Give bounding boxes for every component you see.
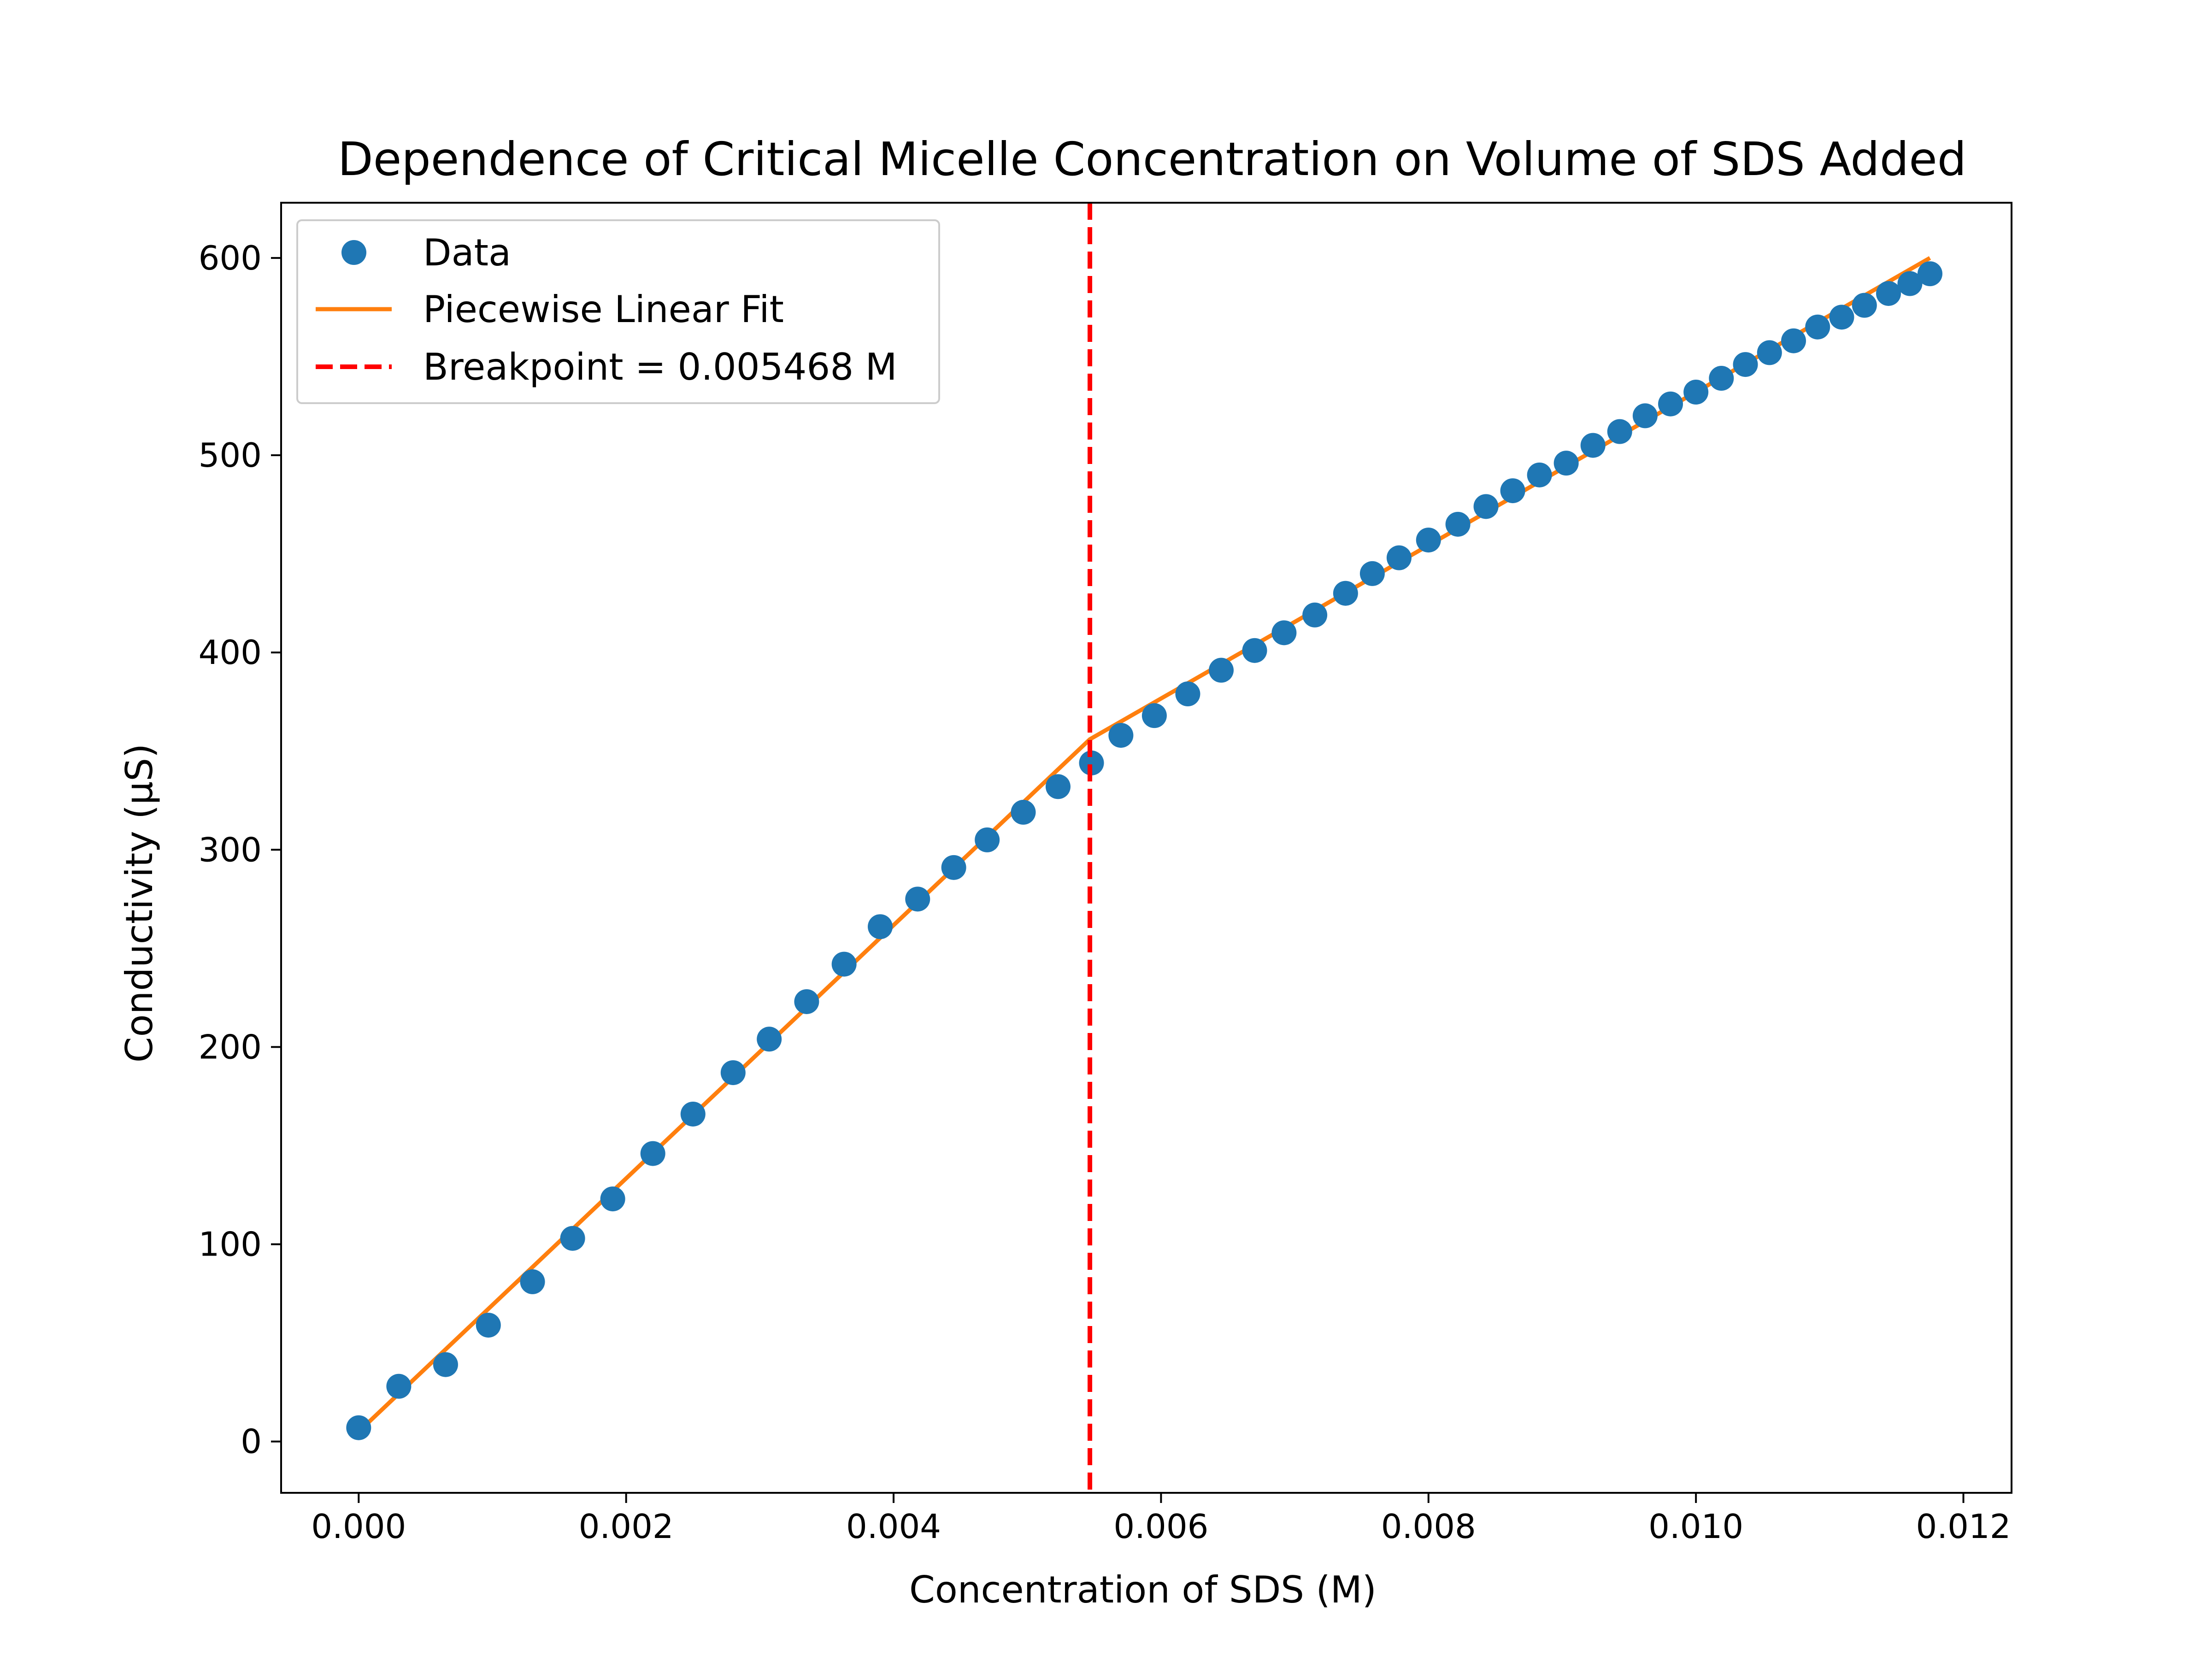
y-tick-label: 100 [199, 1225, 262, 1264]
data-point [1580, 433, 1606, 458]
plot-area: 0.000 0.002 0.004 0.006 0.008 0.010 0.012 0 100 2… [199, 202, 2012, 1546]
legend-marker-data [341, 240, 366, 265]
data-point [1876, 281, 1901, 306]
data-point [1108, 722, 1134, 748]
data-point [1302, 602, 1328, 628]
data-point [640, 1141, 665, 1166]
data-point [1805, 314, 1830, 340]
data-point [1683, 380, 1709, 405]
data-point [433, 1352, 458, 1377]
x-tick-label: 0.004 [846, 1507, 941, 1546]
axes-frame [280, 202, 2012, 1494]
data-point [1445, 511, 1471, 537]
x-tick-label: 0.000 [311, 1507, 406, 1546]
data-point [868, 914, 893, 939]
data-point [1141, 703, 1167, 728]
data-point [1209, 657, 1234, 683]
data-point [1757, 340, 1782, 365]
data-point [831, 951, 857, 977]
data-point [1527, 462, 1552, 487]
x-tick-label: 0.010 [1648, 1507, 1743, 1546]
data-point [1553, 451, 1579, 476]
data-point [720, 1060, 746, 1086]
data-point [560, 1226, 585, 1251]
data-point [1271, 620, 1297, 646]
x-tick-label: 0.002 [579, 1507, 674, 1546]
data-point [1632, 403, 1658, 428]
x-tick-label: 0.012 [1916, 1507, 2011, 1546]
data-point [1242, 638, 1267, 663]
y-axis-label: Conductivity (µS) [118, 744, 161, 1062]
data-point [1829, 305, 1854, 330]
data-point [1079, 750, 1104, 775]
data-point [346, 1415, 371, 1440]
data-point [757, 1027, 782, 1052]
y-tick-label: 500 [199, 436, 262, 475]
data-point [1416, 528, 1441, 553]
data-point [476, 1313, 501, 1338]
legend-label-breakpoint: Breakpoint = 0.005468 M [423, 346, 897, 388]
legend-label-fit: Piecewise Linear Fit [423, 288, 784, 331]
data-point [1175, 681, 1200, 707]
y-tick-label: 300 [199, 830, 262, 869]
data-point [680, 1101, 706, 1127]
chart-title: Dependence of Critical Micelle Concentra… [338, 132, 1967, 186]
data-point [1333, 581, 1358, 606]
y-tick-label: 600 [199, 239, 262, 277]
data-point [1709, 366, 1734, 391]
x-axis-label: Concentration of SDS (M) [909, 1568, 1377, 1611]
data-point [1733, 352, 1758, 377]
data-point [1011, 799, 1036, 825]
data-point [1045, 774, 1071, 799]
data-point [1897, 271, 1923, 296]
data-point [1500, 478, 1525, 504]
y-tick-label: 0 [241, 1422, 262, 1461]
y-tick-label: 400 [199, 633, 262, 672]
x-tick-label: 0.006 [1113, 1507, 1208, 1546]
data-point [941, 855, 966, 880]
data-point [1386, 545, 1412, 570]
data-point [1852, 293, 1877, 318]
x-tick-label: 0.008 [1381, 1507, 1476, 1546]
data-point [794, 989, 819, 1014]
legend: Data Piecewise Linear Fit Breakpoint = 0.0… [296, 219, 940, 404]
legend-label-data: Data [423, 231, 511, 274]
data-point [600, 1186, 625, 1212]
data-point [1607, 419, 1632, 444]
data-point [1917, 261, 1942, 287]
y-tick-label: 200 [199, 1027, 262, 1066]
data-point [520, 1269, 545, 1294]
data-point [1473, 494, 1499, 519]
legend-box [296, 219, 940, 404]
data-point [1781, 328, 1806, 353]
data-point [1658, 391, 1683, 417]
data-point [1359, 561, 1385, 586]
data-point [386, 1373, 412, 1399]
data-point [975, 827, 1000, 852]
data-point [905, 886, 930, 912]
